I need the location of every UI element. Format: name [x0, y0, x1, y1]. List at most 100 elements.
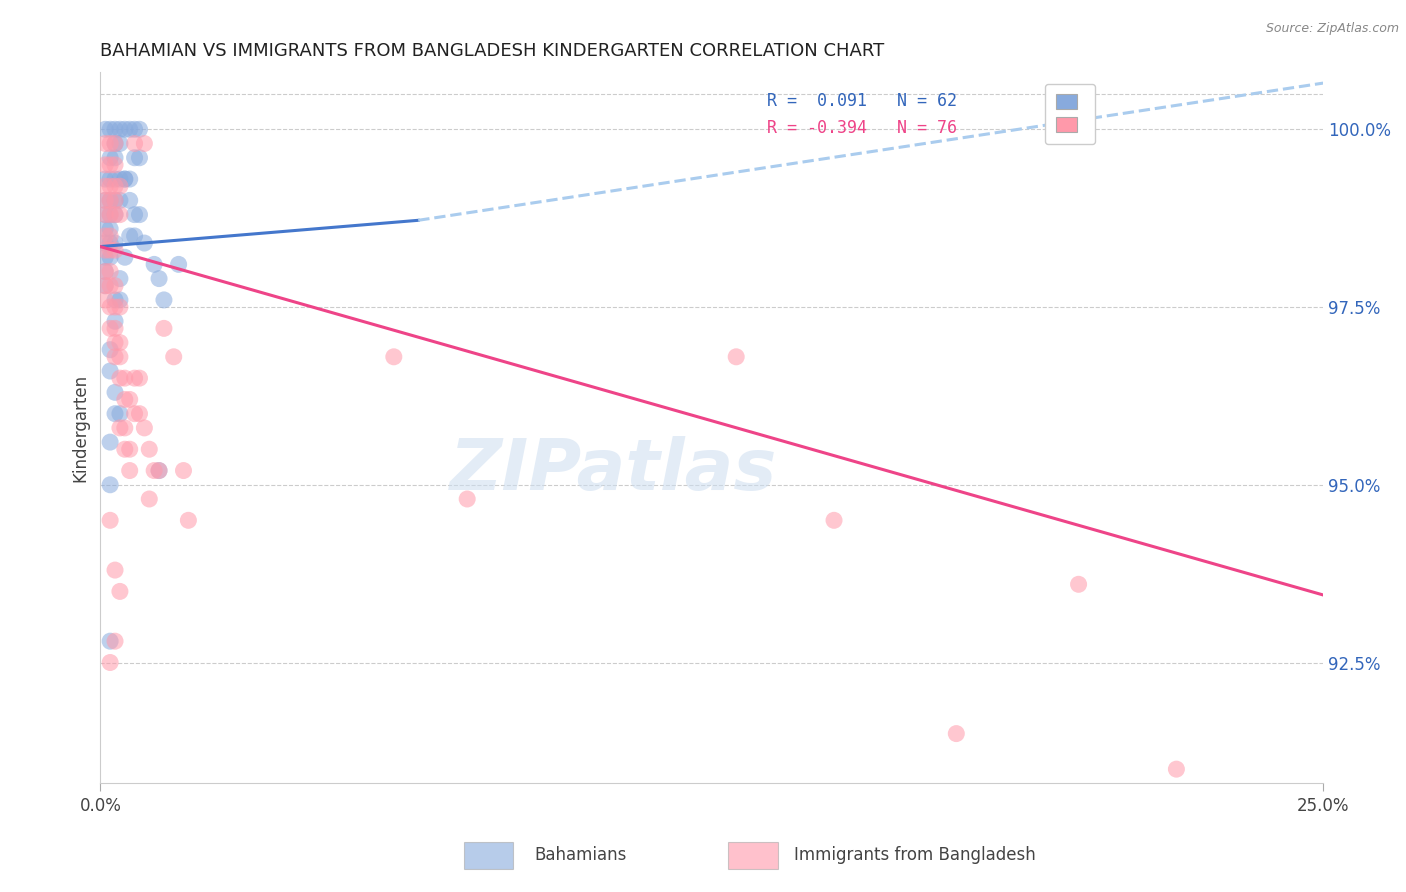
Point [94, 208, 117, 222]
Point [104, 300, 127, 314]
Point [94, 158, 117, 172]
Point [138, 442, 160, 457]
Point [94, 264, 117, 278]
Point [108, 335, 131, 350]
Point [104, 151, 127, 165]
Point [108, 179, 131, 194]
Point [118, 464, 141, 478]
Point [94, 194, 117, 208]
Point [104, 136, 127, 151]
Point [98, 278, 121, 293]
Point [108, 350, 131, 364]
Point [143, 464, 166, 478]
Point [94, 229, 117, 244]
Point [98, 208, 121, 222]
Point [98, 172, 121, 186]
Point [124, 136, 146, 151]
Point [148, 464, 170, 478]
Point [94, 250, 117, 264]
Point [104, 243, 127, 257]
Point [114, 371, 136, 385]
Point [108, 300, 131, 314]
Point [94, 194, 117, 208]
Text: R =  0.091   N = 62: R = 0.091 N = 62 [766, 93, 956, 111]
Point [104, 235, 127, 250]
Point [94, 278, 117, 293]
Point [148, 271, 170, 285]
Point [104, 634, 127, 648]
Point [94, 235, 117, 250]
Point [108, 407, 131, 421]
Point [153, 321, 176, 335]
Point [128, 122, 150, 136]
Point [128, 151, 150, 165]
Point [114, 172, 136, 186]
Point [94, 293, 117, 307]
Point [124, 229, 146, 244]
Text: Immigrants from Bangladesh: Immigrants from Bangladesh [794, 846, 1036, 863]
Point [104, 314, 127, 328]
Point [98, 208, 121, 222]
Point [104, 172, 127, 186]
Point [725, 350, 748, 364]
Point [98, 179, 121, 194]
Point [94, 172, 117, 186]
Point [114, 172, 136, 186]
Point [98, 243, 121, 257]
Point [108, 371, 131, 385]
Point [104, 563, 127, 577]
Point [124, 122, 146, 136]
Legend: , : , [1045, 84, 1095, 144]
Point [98, 321, 121, 335]
Point [98, 656, 121, 670]
Point [104, 158, 127, 172]
Point [118, 194, 141, 208]
Point [108, 421, 131, 435]
Point [94, 208, 117, 222]
Point [104, 194, 127, 208]
Point [98, 513, 121, 527]
Point [108, 271, 131, 285]
Point [94, 179, 117, 194]
Point [98, 250, 121, 264]
Text: R = -0.394   N = 76: R = -0.394 N = 76 [766, 119, 956, 136]
Point [382, 350, 405, 364]
Point [118, 442, 141, 457]
Point [98, 222, 121, 236]
Point [153, 293, 176, 307]
Point [104, 278, 127, 293]
Point [98, 634, 121, 648]
Point [104, 350, 127, 364]
Point [167, 257, 190, 271]
Point [98, 194, 121, 208]
Text: BAHAMIAN VS IMMIGRANTS FROM BANGLADESH KINDERGARTEN CORRELATION CHART: BAHAMIAN VS IMMIGRANTS FROM BANGLADESH K… [100, 42, 884, 60]
Point [143, 257, 166, 271]
Point [104, 194, 127, 208]
Point [98, 343, 121, 357]
Point [108, 293, 131, 307]
Point [98, 229, 121, 244]
Point [98, 300, 121, 314]
Point [98, 235, 121, 250]
Point [98, 151, 121, 165]
Point [98, 158, 121, 172]
Point [118, 392, 141, 407]
Point [114, 392, 136, 407]
Point [108, 584, 131, 599]
Point [114, 250, 136, 264]
Point [98, 122, 121, 136]
Point [128, 371, 150, 385]
Point [108, 208, 131, 222]
Point [134, 235, 156, 250]
Point [177, 513, 200, 527]
Point [108, 172, 131, 186]
Point [108, 122, 131, 136]
Text: Bahamians: Bahamians [534, 846, 627, 863]
Point [118, 172, 141, 186]
Point [173, 464, 195, 478]
Point [94, 136, 117, 151]
Point [98, 136, 121, 151]
Text: ZIPatlas: ZIPatlas [450, 436, 778, 505]
Point [118, 122, 141, 136]
Y-axis label: Kindergarten: Kindergarten [72, 374, 89, 482]
